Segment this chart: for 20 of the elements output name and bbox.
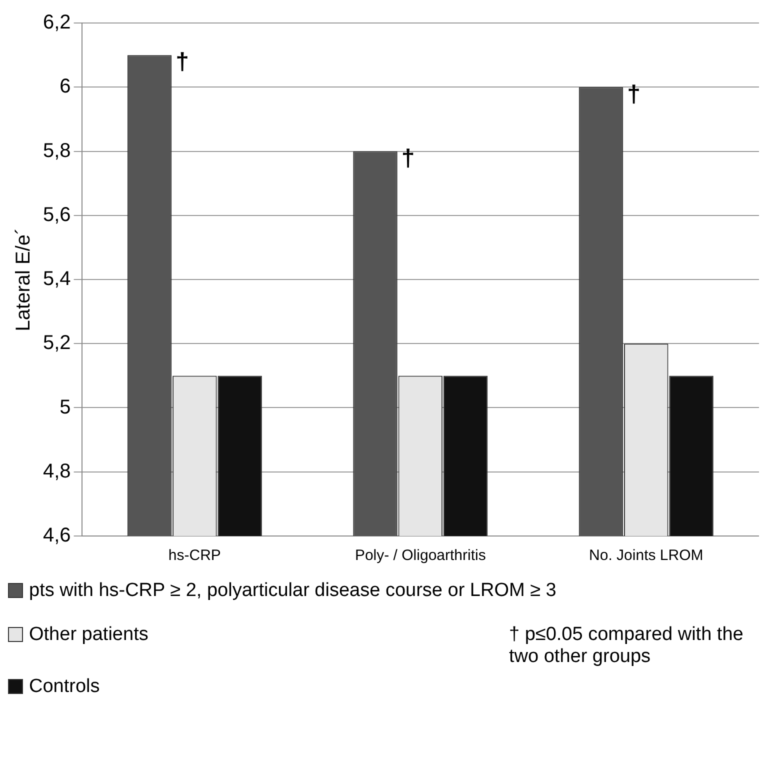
- legend-label: Other patients: [29, 624, 148, 645]
- y-tick-label: 5,2: [42, 332, 71, 354]
- annotation: †: [627, 80, 640, 108]
- annotation: †: [176, 48, 190, 76]
- y-axis-title: Lateral E/e´: [12, 228, 35, 332]
- y-tick-label: 5,4: [42, 268, 71, 290]
- legend-label: pts with hs-CRP ≥ 2, polyarticular disease course or LROM ≥ 3: [29, 580, 556, 601]
- y-tick-label: 5: [60, 396, 71, 418]
- y-tick-label: 4,6: [42, 524, 71, 547]
- y-tick-label: 6,2: [42, 12, 71, 34]
- annotation: †: [401, 144, 415, 172]
- y-tick-label: 5,6: [42, 204, 71, 226]
- x-tick-label: No. Joints LROM: [589, 547, 704, 564]
- y-tick-label: 6: [60, 76, 71, 98]
- legend-label: Controls: [29, 676, 100, 697]
- x-tick-label: hs-CRP: [168, 547, 221, 564]
- y-tick-label: 4,8: [42, 460, 71, 482]
- y-tick-label: 5,8: [42, 140, 71, 162]
- x-tick-label: Poly- / Oligoarthritis: [354, 547, 486, 564]
- text: † p≤0.05 compared with the two other groups: [509, 624, 744, 668]
